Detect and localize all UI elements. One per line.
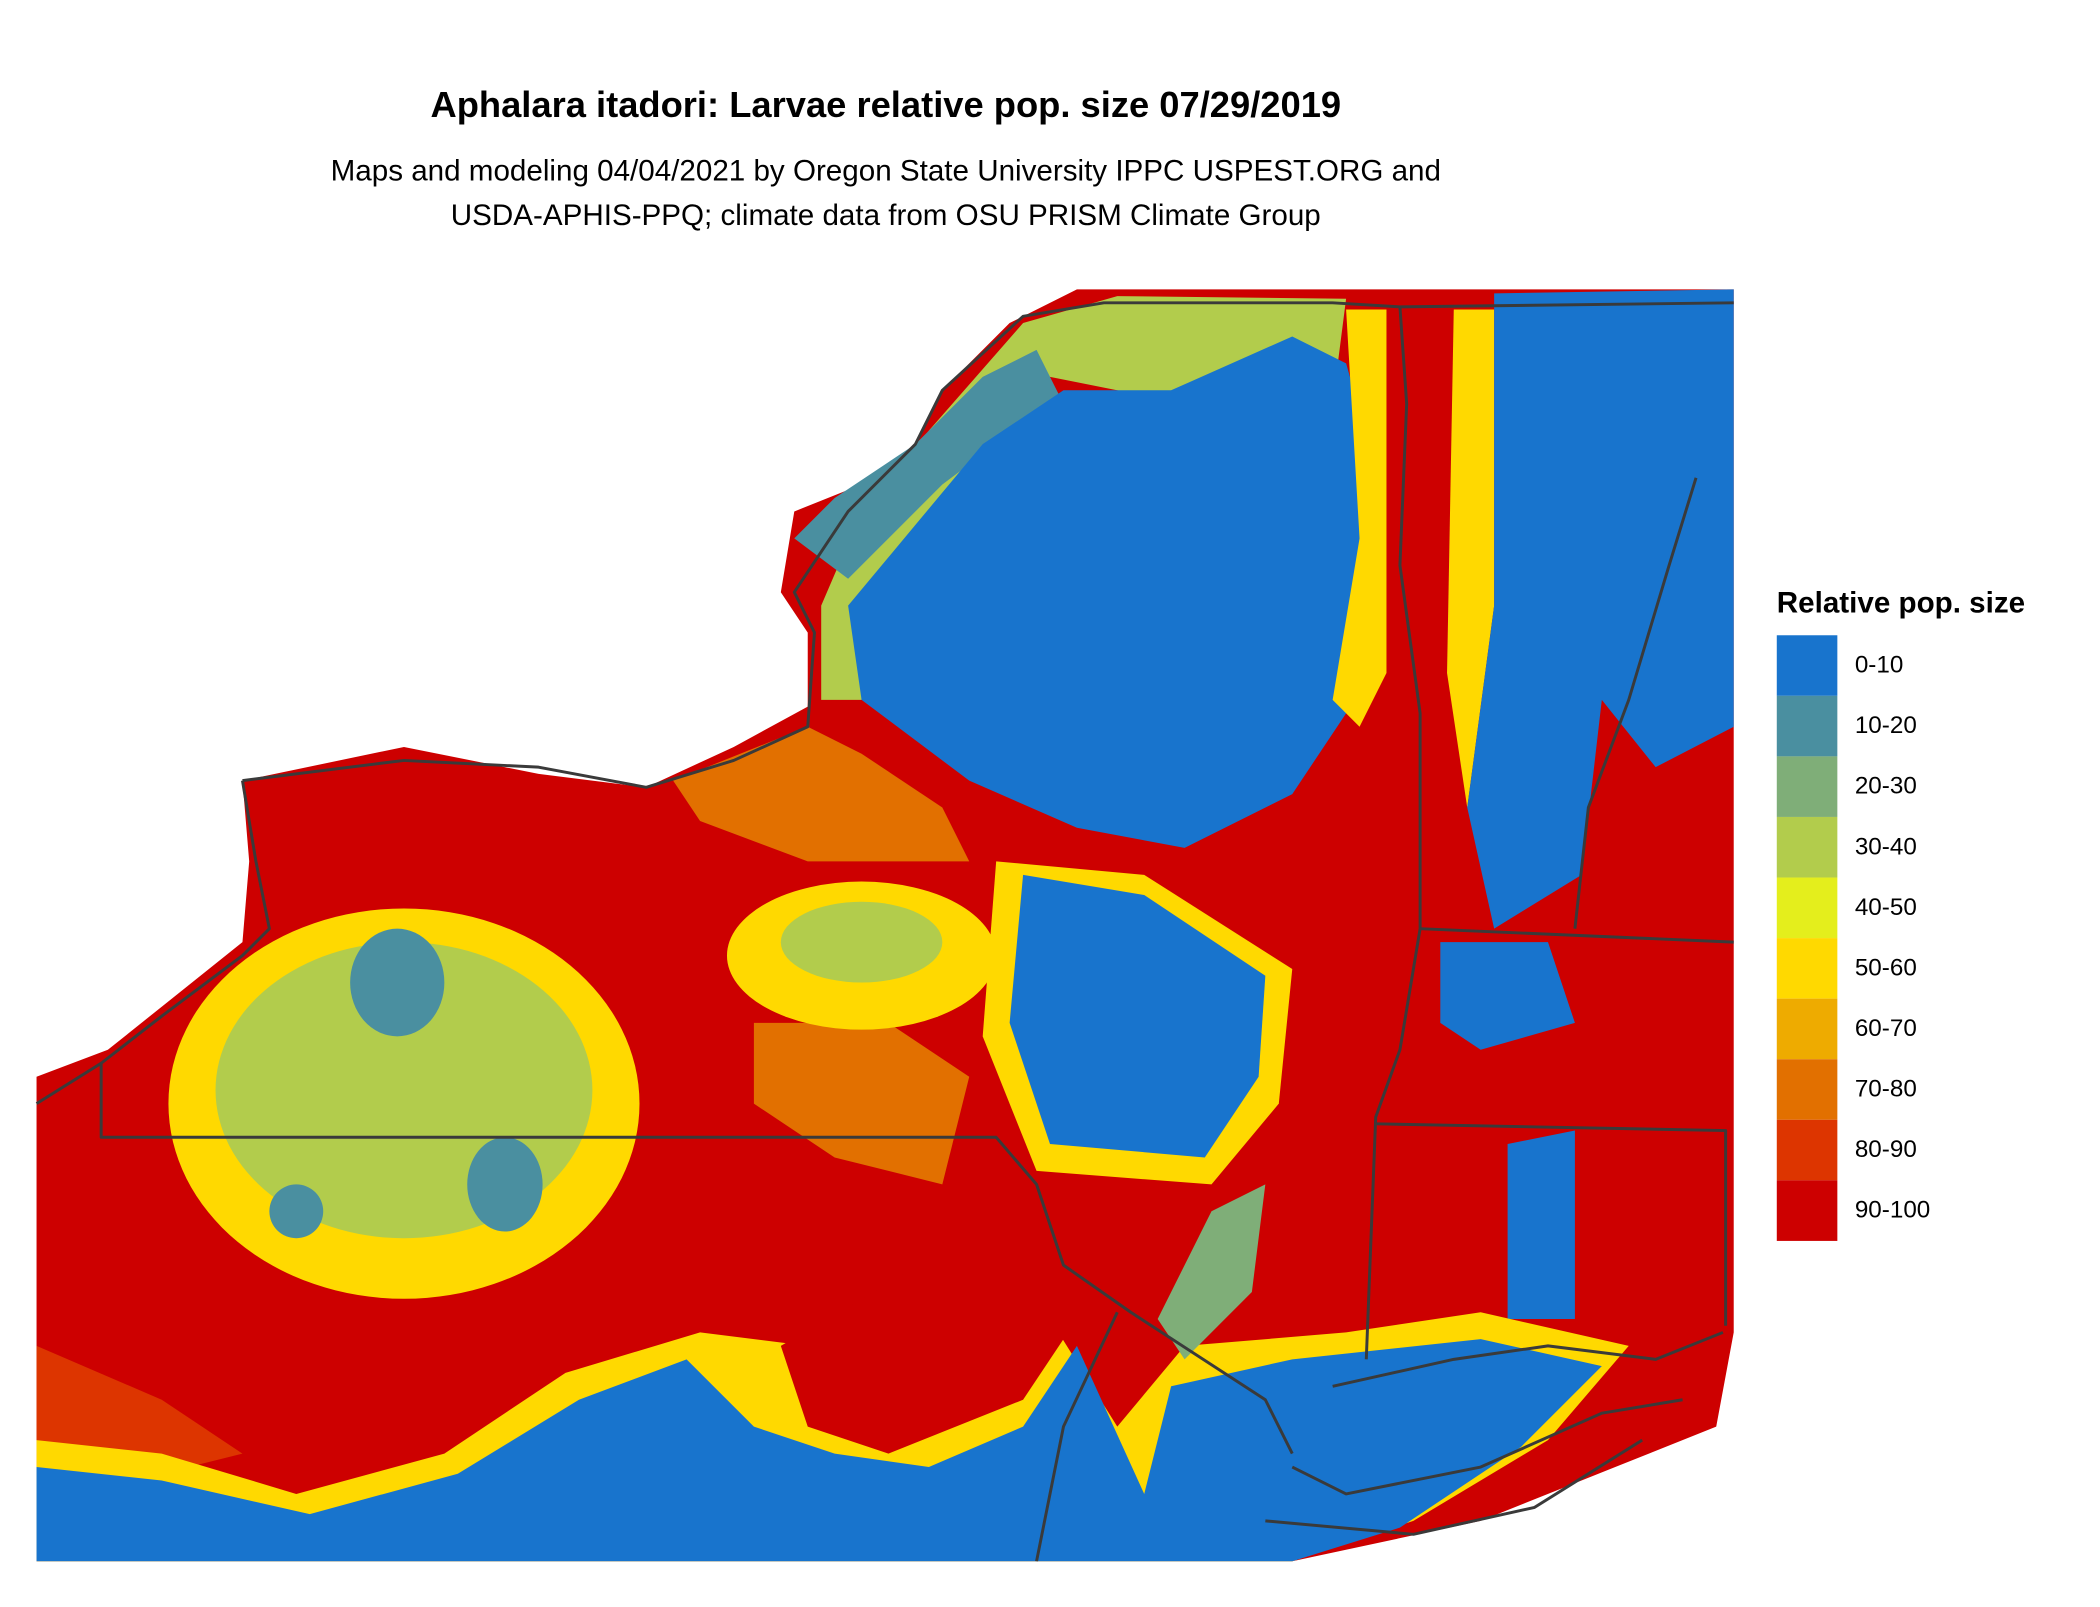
title: Aphalara itadori: Larvae relative pop. s… xyxy=(430,84,1341,125)
map-region xyxy=(1440,942,1575,1050)
state-border xyxy=(1364,306,1422,1360)
state-border xyxy=(1420,927,1734,944)
map-region xyxy=(1157,1184,1266,1360)
state-border xyxy=(1573,477,1698,929)
state-border xyxy=(1375,1122,1728,1326)
map-region xyxy=(1467,289,1734,929)
legend-label: 40-50 xyxy=(1855,894,1917,921)
legend-title: Relative pop. size xyxy=(1777,586,2025,619)
map-region xyxy=(350,928,445,1037)
map-region xyxy=(1447,309,1495,808)
map-region xyxy=(753,1022,970,1185)
legend-swatch xyxy=(1776,1059,1838,1120)
legend-label: 50-60 xyxy=(1855,954,1917,981)
map-region xyxy=(780,901,943,983)
legend-swatch xyxy=(1776,998,1838,1060)
map-region xyxy=(673,726,970,862)
state-border xyxy=(1035,1311,1119,1562)
subtitle: USDA-APHIS-PPQ; climate data from OSU PR… xyxy=(451,199,1321,232)
legend-label: 70-80 xyxy=(1855,1076,1917,1103)
state-border xyxy=(99,1063,1294,1455)
map-region xyxy=(467,1137,543,1232)
subtitle: Maps and modeling 04/04/2021 by Oregon S… xyxy=(331,154,1441,187)
state-border xyxy=(1265,1331,1724,1536)
legend-label: 60-70 xyxy=(1855,1015,1917,1042)
legend-label: 0-10 xyxy=(1855,652,1903,679)
map-region xyxy=(36,1339,1602,1562)
legend-swatch xyxy=(1776,816,1838,878)
legend: 0-10 10-20 20-30 30-40 40-50 50-60 60-70 70-80 8… xyxy=(1776,635,1930,1241)
legend-swatch xyxy=(1776,695,1838,757)
map-region xyxy=(1332,309,1387,727)
legend-swatch xyxy=(1776,635,1838,696)
map-region xyxy=(269,1184,324,1239)
map-region xyxy=(794,349,1064,579)
state-border xyxy=(242,301,1734,789)
map-region xyxy=(848,336,1387,848)
legend-swatch xyxy=(1776,877,1838,939)
map-region xyxy=(1507,1130,1575,1319)
legend-label: 30-40 xyxy=(1855,833,1917,860)
raster-map xyxy=(35,289,1734,1562)
legend-label: 80-90 xyxy=(1855,1136,1917,1163)
legend-swatch xyxy=(1776,756,1838,817)
legend-label: 90-100 xyxy=(1855,1197,1930,1224)
legend-label: 20-30 xyxy=(1855,773,1917,800)
legend-swatch xyxy=(1776,1119,1838,1181)
map-region xyxy=(780,1211,1077,1454)
legend-label: 10-20 xyxy=(1855,712,1917,739)
legend-swatch xyxy=(1776,1180,1838,1241)
map-region xyxy=(1009,874,1266,1158)
legend-swatch xyxy=(1776,938,1838,999)
